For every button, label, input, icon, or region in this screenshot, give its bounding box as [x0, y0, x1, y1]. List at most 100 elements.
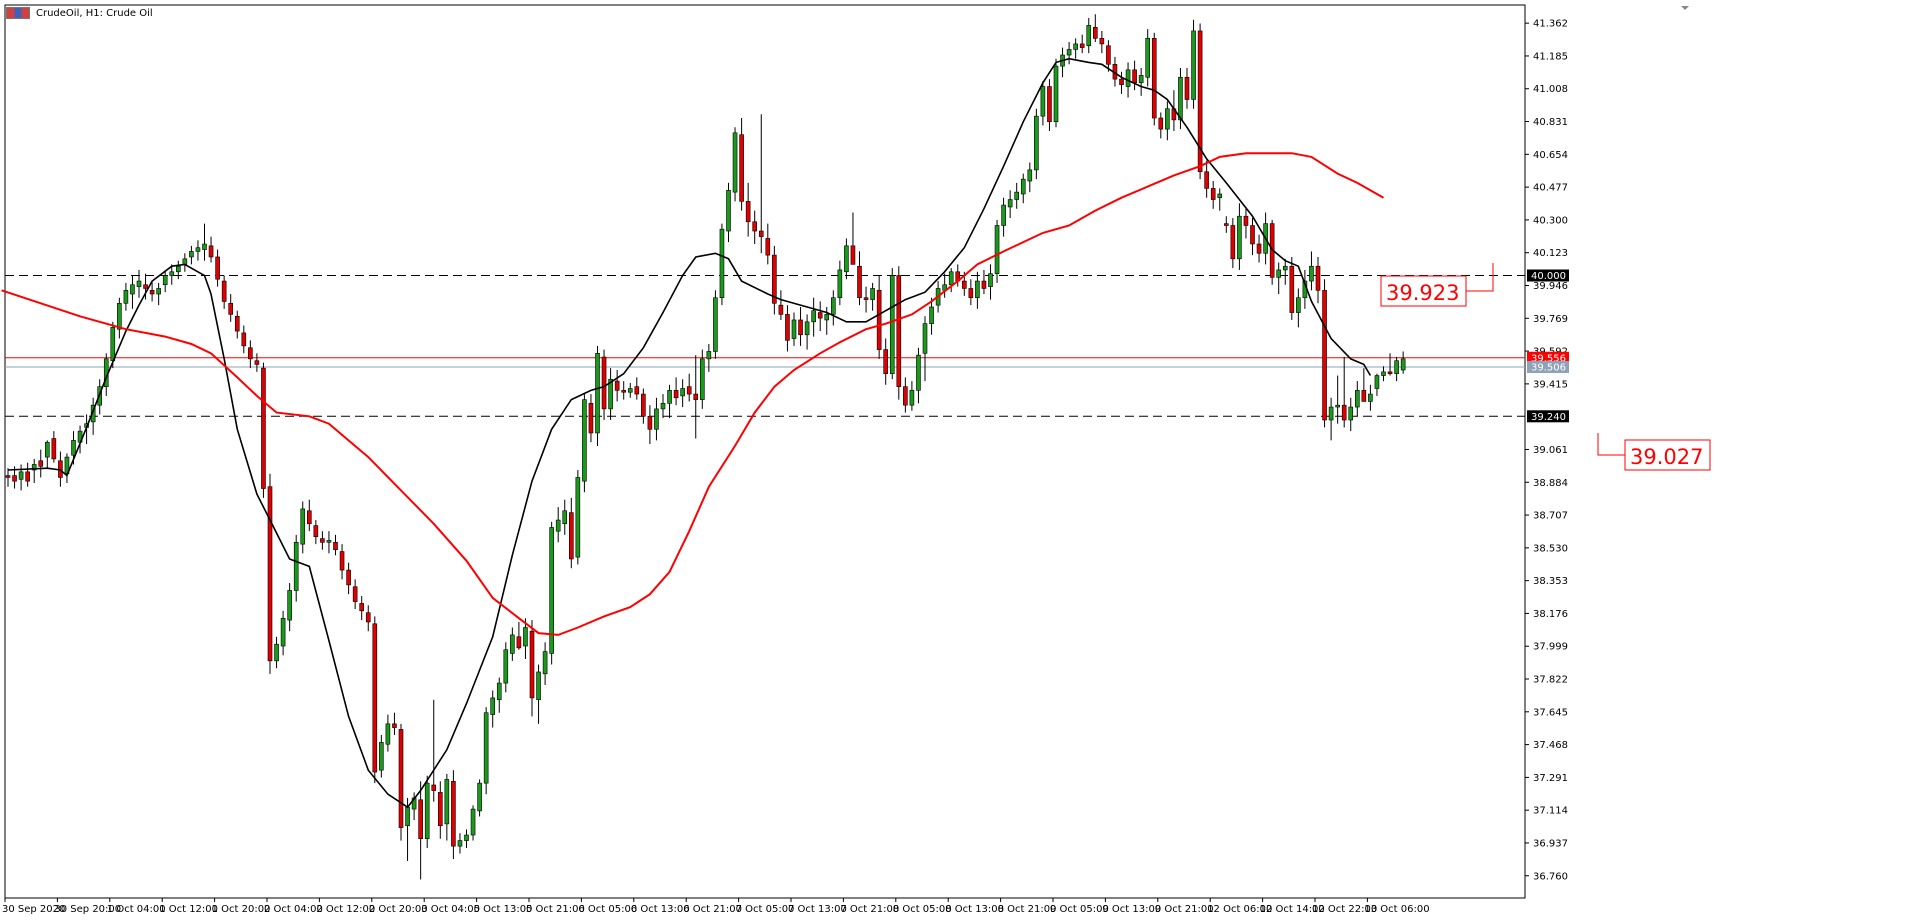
candle-body[interactable] [51, 438, 57, 460]
candle-body[interactable] [857, 265, 862, 299]
candle-body[interactable] [1374, 375, 1380, 389]
candle-body[interactable] [765, 238, 771, 256]
candle-body[interactable] [752, 221, 758, 232]
candle-body[interactable] [706, 351, 712, 360]
candle-body[interactable] [1034, 115, 1039, 171]
candle-body[interactable] [903, 386, 908, 406]
candle-body[interactable] [444, 779, 450, 825]
candle-body[interactable] [582, 399, 587, 482]
candle-body[interactable] [1014, 191, 1020, 200]
candle-body[interactable] [496, 682, 502, 701]
candle-body[interactable] [202, 243, 207, 250]
candle-body[interactable] [1230, 225, 1236, 260]
candle-body[interactable] [627, 388, 633, 393]
candle-body[interactable] [149, 290, 155, 295]
candle-body[interactable] [451, 780, 456, 847]
candle-body[interactable] [379, 742, 384, 771]
candle-body[interactable] [778, 304, 784, 315]
candle-body[interactable] [1086, 25, 1092, 47]
candle-body[interactable] [365, 612, 371, 623]
candle-body[interactable] [1132, 69, 1137, 84]
candle-body[interactable] [798, 319, 803, 336]
candle-body[interactable] [457, 840, 463, 847]
candle-body[interactable] [38, 460, 44, 467]
candle-body[interactable] [1073, 43, 1078, 50]
candle-body[interactable] [516, 636, 522, 649]
candle-body[interactable] [1027, 169, 1033, 182]
candle-body[interactable] [614, 380, 620, 391]
candle-body[interactable] [320, 538, 325, 543]
candle-body[interactable] [641, 393, 646, 417]
candle-body[interactable] [464, 834, 469, 841]
candle-body[interactable] [483, 712, 489, 784]
candle-body[interactable] [647, 415, 653, 430]
candle-body[interactable] [287, 590, 292, 621]
candle-body[interactable] [267, 486, 273, 662]
candle-body[interactable] [1309, 265, 1314, 282]
candle-body[interactable] [981, 280, 987, 289]
candle-body[interactable] [1119, 78, 1124, 85]
candle-body[interactable] [510, 634, 515, 654]
candle-body[interactable] [398, 729, 404, 828]
candle-body[interactable] [228, 302, 233, 315]
candle-body[interactable] [1256, 243, 1262, 254]
candle-body[interactable] [994, 225, 1000, 274]
candle-body[interactable] [542, 651, 548, 675]
candle-body[interactable] [359, 603, 365, 612]
candle-body[interactable] [169, 271, 175, 276]
candle-body[interactable] [234, 315, 240, 332]
candle-body[interactable] [25, 471, 30, 482]
candle-body[interactable] [300, 508, 306, 545]
candle-body[interactable] [673, 390, 679, 399]
candle-body[interactable] [1282, 265, 1288, 271]
candle-body[interactable] [844, 245, 849, 273]
candle-body[interactable] [568, 512, 574, 560]
candle-body[interactable] [1296, 297, 1301, 313]
candle-body[interactable] [176, 265, 181, 273]
candle-body[interactable] [667, 390, 672, 404]
candle-body[interactable] [123, 290, 129, 304]
candle-body[interactable] [1322, 290, 1327, 421]
candle-body[interactable] [293, 541, 299, 591]
candle-body[interactable] [1001, 204, 1006, 226]
candle-body[interactable] [758, 230, 764, 237]
candle-body[interactable] [326, 540, 332, 543]
candle-body[interactable] [896, 275, 902, 387]
candle-body[interactable] [1079, 43, 1085, 48]
candle-body[interactable] [1394, 360, 1399, 374]
candle-body[interactable] [1243, 215, 1249, 226]
candle-body[interactable] [44, 441, 50, 458]
candle-body[interactable] [1145, 38, 1150, 78]
candle-body[interactable] [339, 551, 345, 571]
candle-body[interactable] [811, 310, 816, 323]
candle-body[interactable] [437, 792, 443, 827]
candle-body[interactable] [791, 319, 797, 339]
candle-body[interactable] [1355, 390, 1360, 408]
candle-body[interactable] [405, 806, 410, 827]
candle-body[interactable] [130, 284, 135, 295]
candle-body[interactable] [261, 367, 266, 489]
candle-body[interactable] [699, 358, 705, 400]
candle-body[interactable] [1400, 358, 1406, 371]
candle-body[interactable] [883, 349, 889, 374]
candle-body[interactable] [916, 354, 921, 391]
candle-body[interactable] [18, 471, 24, 480]
candle-body[interactable] [870, 288, 875, 300]
candle-body[interactable] [490, 697, 496, 715]
candle-body[interactable] [909, 390, 915, 406]
candle-body[interactable] [1040, 86, 1046, 117]
candle-body[interactable] [1368, 393, 1373, 402]
candle-body[interactable] [1191, 30, 1196, 100]
candle-body[interactable] [555, 519, 561, 532]
candle-body[interactable] [1158, 117, 1164, 130]
candle-body[interactable] [621, 390, 627, 393]
candle-body[interactable] [1315, 265, 1321, 291]
candle-body[interactable] [1093, 26, 1098, 39]
candle-body[interactable] [470, 808, 476, 836]
candle-body[interactable] [5, 475, 11, 478]
candle-body[interactable] [1224, 223, 1229, 226]
candle-body[interactable] [208, 245, 214, 258]
candle-body[interactable] [1106, 45, 1111, 65]
candle-body[interactable] [424, 782, 430, 840]
